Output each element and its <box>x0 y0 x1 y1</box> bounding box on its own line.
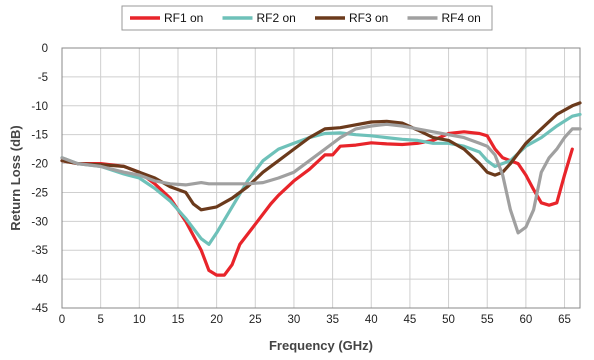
y-tick-label: -35 <box>31 245 48 257</box>
x-tick-label: 30 <box>288 314 301 326</box>
y-tick-label: 0 <box>42 43 48 55</box>
x-tick-label: 25 <box>249 314 262 326</box>
y-tick-label: -45 <box>31 303 48 315</box>
x-tick-label: 40 <box>365 314 378 326</box>
x-tick-label: 10 <box>133 314 146 326</box>
x-tick-label: 20 <box>210 314 223 326</box>
x-tick-label: 45 <box>404 314 417 326</box>
x-axis-title: Frequency (GHz) <box>269 338 373 353</box>
plot-area-border <box>61 47 581 309</box>
x-tick-label: 65 <box>558 314 571 326</box>
y-axis-title: Return Loss (dB) <box>8 125 23 230</box>
x-tick-label: 35 <box>326 314 339 326</box>
x-tick-label: 15 <box>172 314 185 326</box>
y-tick-label: -40 <box>31 274 48 286</box>
y-tick-label: -30 <box>31 216 48 228</box>
y-axis-tick-labels: 0 -5 -10 -15 -20 -25 -30 -35 -40 -45 <box>31 43 48 315</box>
legend-label: RF1 on <box>164 11 203 25</box>
legend-label: RF3 on <box>349 11 388 25</box>
x-tick-label: 55 <box>481 314 494 326</box>
y-tick-label: -15 <box>31 130 48 142</box>
y-tick-label: -10 <box>31 101 48 113</box>
x-tick-label: 0 <box>59 314 65 326</box>
chart-legend: RF1 on RF2 on RF3 on RF4 on <box>121 5 493 31</box>
y-tick-label: -20 <box>31 159 48 171</box>
legend-label: RF4 on <box>442 11 481 25</box>
x-tick-label: 60 <box>519 314 532 326</box>
series-lines <box>60 101 582 277</box>
y-tick-label: -25 <box>31 187 48 199</box>
legend-label: RF2 on <box>257 11 296 25</box>
x-tick-label: 5 <box>97 314 103 326</box>
series-line-rf4-on <box>60 122 582 235</box>
x-axis-tick-labels: 0 5 10 15 20 25 30 35 40 45 50 55 60 65 <box>59 314 571 326</box>
x-tick-label: 50 <box>442 314 455 326</box>
y-tick-label: -5 <box>38 72 48 84</box>
